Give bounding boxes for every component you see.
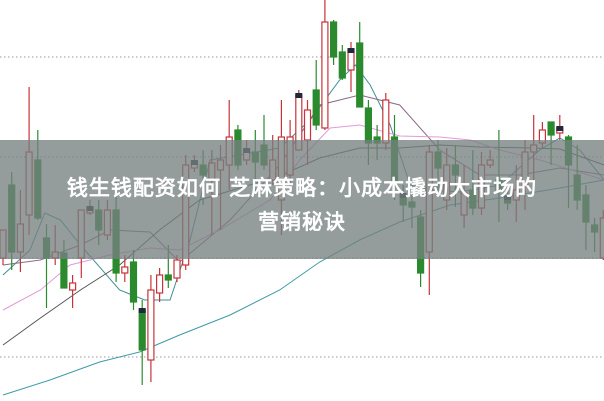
- candle: [68, 275, 77, 308]
- candle: [138, 300, 146, 385]
- candle-body: [547, 121, 555, 136]
- candle-body: [312, 89, 320, 126]
- candle-body: [364, 107, 372, 144]
- candle-body: [338, 51, 346, 79]
- candle-marker: [138, 308, 146, 313]
- candle-body: [164, 274, 172, 281]
- candle: [121, 255, 129, 282]
- candle: [156, 268, 164, 302]
- candle: [312, 60, 320, 130]
- candle-body: [68, 282, 77, 291]
- candle-body: [382, 99, 390, 144]
- candle-body: [129, 261, 138, 303]
- title-line-1: 钱生钱配资如何 芝麻策略：小成本撬动大市场的: [66, 176, 538, 200]
- candle: [347, 42, 355, 92]
- candle-body: [356, 42, 364, 108]
- candle-marker: [556, 126, 564, 131]
- candle-body: [303, 109, 312, 141]
- title-banner: [0, 140, 604, 259]
- candle-body: [138, 309, 146, 351]
- candle-marker: [347, 48, 355, 53]
- candle: [356, 22, 364, 108]
- candle: [321, 0, 329, 130]
- candle: [330, 20, 338, 65]
- candle-body: [121, 266, 129, 274]
- candle: [338, 45, 346, 80]
- candle-marker: [295, 93, 303, 98]
- candle-body: [173, 259, 181, 279]
- candle: [129, 250, 138, 310]
- candle-body: [156, 274, 164, 294]
- title-line-2: 营销秘诀: [258, 210, 346, 234]
- candle: [147, 275, 155, 382]
- candle-body: [147, 289, 155, 361]
- candle: [173, 255, 181, 282]
- candle: [556, 115, 564, 140]
- candle-body: [330, 21, 338, 58]
- candle-body: [321, 21, 329, 129]
